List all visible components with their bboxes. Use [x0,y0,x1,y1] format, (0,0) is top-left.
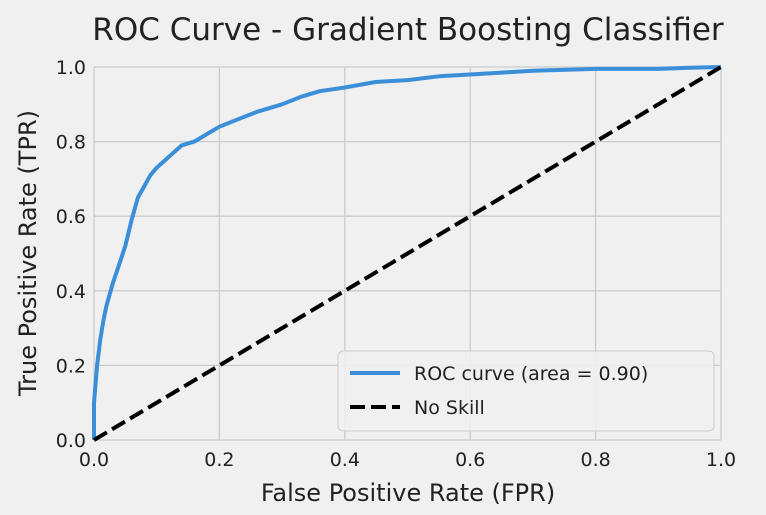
x-tick-label: 1.0 [706,449,736,471]
tick-labels: 0.0 0.2 0.4 0.6 0.8 1.0 0.0 0.2 0.4 0.6 0.8 1.0 [56,57,736,471]
x-tick-label: 0.4 [330,449,360,471]
series-layer [92,65,723,442]
x-tick-label: 0.6 [455,449,485,471]
x-tick-label: 0.8 [580,449,610,471]
no-skill-line [92,65,723,442]
legend-box [337,350,715,432]
roc-curve-line [92,65,722,440]
x-tick-label: 0.2 [204,449,234,471]
y-tick-label: 0.6 [56,206,86,228]
legend: ROC curve (area = 0.90) No Skill [337,350,715,432]
y-tick-label: 0.8 [56,132,86,154]
x-tick-label: 0.0 [79,449,109,471]
chart-title: ROC Curve - Gradient Boosting Classifier [92,12,724,48]
x-axis-label: False Positive Rate (FPR) [261,479,555,507]
y-tick-label: 0.0 [56,430,86,452]
y-tick-label: 0.4 [56,281,86,303]
legend-label-roc: ROC curve (area = 0.90) [414,363,648,385]
legend-label-no-skill: No Skill [414,397,485,419]
y-tick-label: 1.0 [56,57,86,79]
y-axis-label: True Positive Rate (TPR) [14,110,42,397]
y-tick-label: 0.2 [56,355,86,377]
